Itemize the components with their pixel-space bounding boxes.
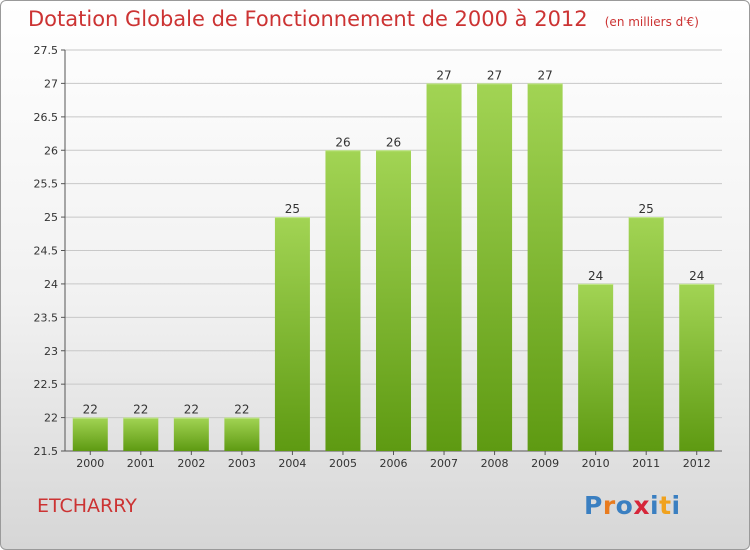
x-tick-label-2012: 2012 xyxy=(683,457,711,470)
data-label-2009: 27 xyxy=(537,68,552,82)
y-tick-label: 27 xyxy=(44,77,58,90)
bar-2005 xyxy=(325,150,361,451)
logo-letter: i xyxy=(650,491,660,520)
data-label-2003: 22 xyxy=(234,403,249,417)
title-row: Dotation Globale de Fonctionnement de 20… xyxy=(28,7,699,31)
bars xyxy=(72,83,715,452)
bar-2012 xyxy=(679,283,715,451)
bar-2000 xyxy=(72,417,108,451)
x-tick-label-2006: 2006 xyxy=(380,457,408,470)
labels: 22 2000 22 2001 22 2002 22 2003 25 2004 26 2005 26 20… xyxy=(76,68,710,470)
y-tick-label: 24 xyxy=(44,278,58,291)
data-label-2006: 26 xyxy=(386,135,401,149)
x-tick-label-2009: 2009 xyxy=(531,457,559,470)
logo-letter: r xyxy=(602,491,616,520)
bar-2010 xyxy=(578,283,614,451)
bar-2002 xyxy=(173,417,209,451)
logo-letter: P xyxy=(584,491,603,520)
y-tick-label: 26 xyxy=(44,144,58,157)
y-tick-label: 25 xyxy=(44,211,58,224)
bar-2009 xyxy=(527,83,563,452)
y-tick-label: 22.5 xyxy=(34,378,59,391)
x-tick-label-2008: 2008 xyxy=(481,457,509,470)
bar-2006 xyxy=(376,150,411,451)
commune-name: ETCHARRY xyxy=(37,495,137,517)
y-tick-label: 23.5 xyxy=(34,311,59,324)
data-label-2000: 22 xyxy=(83,403,98,417)
x-tick-label-2004: 2004 xyxy=(278,457,306,470)
data-label-2010: 24 xyxy=(588,269,603,283)
x-tick-label-2000: 2000 xyxy=(76,457,104,470)
data-label-2007: 27 xyxy=(436,68,451,82)
x-tick-label-2002: 2002 xyxy=(177,457,205,470)
x-tick-label-2005: 2005 xyxy=(329,457,357,470)
bar-2001 xyxy=(123,417,159,451)
bar-2007 xyxy=(426,83,462,452)
y-tick-label: 27.5 xyxy=(34,44,59,57)
chart-title: Dotation Globale de Fonctionnement de 20… xyxy=(28,7,588,31)
logo-letter: i xyxy=(671,491,681,520)
data-label-2004: 25 xyxy=(285,202,300,216)
y-tick-label: 26.5 xyxy=(34,111,59,124)
y-tick-label: 21.5 xyxy=(34,445,59,458)
x-tick-label-2003: 2003 xyxy=(228,457,256,470)
bar-2004 xyxy=(274,217,310,451)
x-tick-label-2011: 2011 xyxy=(632,457,660,470)
y-tick-label: 24.5 xyxy=(34,245,59,258)
y-tick-label: 23 xyxy=(44,345,58,358)
y-tick-label: 25.5 xyxy=(34,178,59,191)
data-label-2008: 27 xyxy=(487,68,502,82)
y-tick-label: 22 xyxy=(44,412,58,425)
data-label-2005: 26 xyxy=(335,135,350,149)
chart-subtitle: (en milliers d'€) xyxy=(604,15,699,29)
bar-2008 xyxy=(477,83,513,452)
bar-2003 xyxy=(224,417,260,451)
logo-letter: t xyxy=(659,491,672,520)
logo-letter: o xyxy=(615,491,634,520)
proxiti-logo[interactable]: Proxiti xyxy=(584,491,681,520)
bar-2011 xyxy=(628,217,664,451)
x-tick-label-2010: 2010 xyxy=(582,457,610,470)
logo-letter: x xyxy=(633,491,650,520)
data-label-2011: 25 xyxy=(639,202,654,216)
data-label-2012: 24 xyxy=(689,269,704,283)
x-tick-label-2007: 2007 xyxy=(430,457,458,470)
data-label-2002: 22 xyxy=(184,403,199,417)
data-label-2001: 22 xyxy=(133,403,148,417)
x-tick-label-2001: 2001 xyxy=(127,457,155,470)
